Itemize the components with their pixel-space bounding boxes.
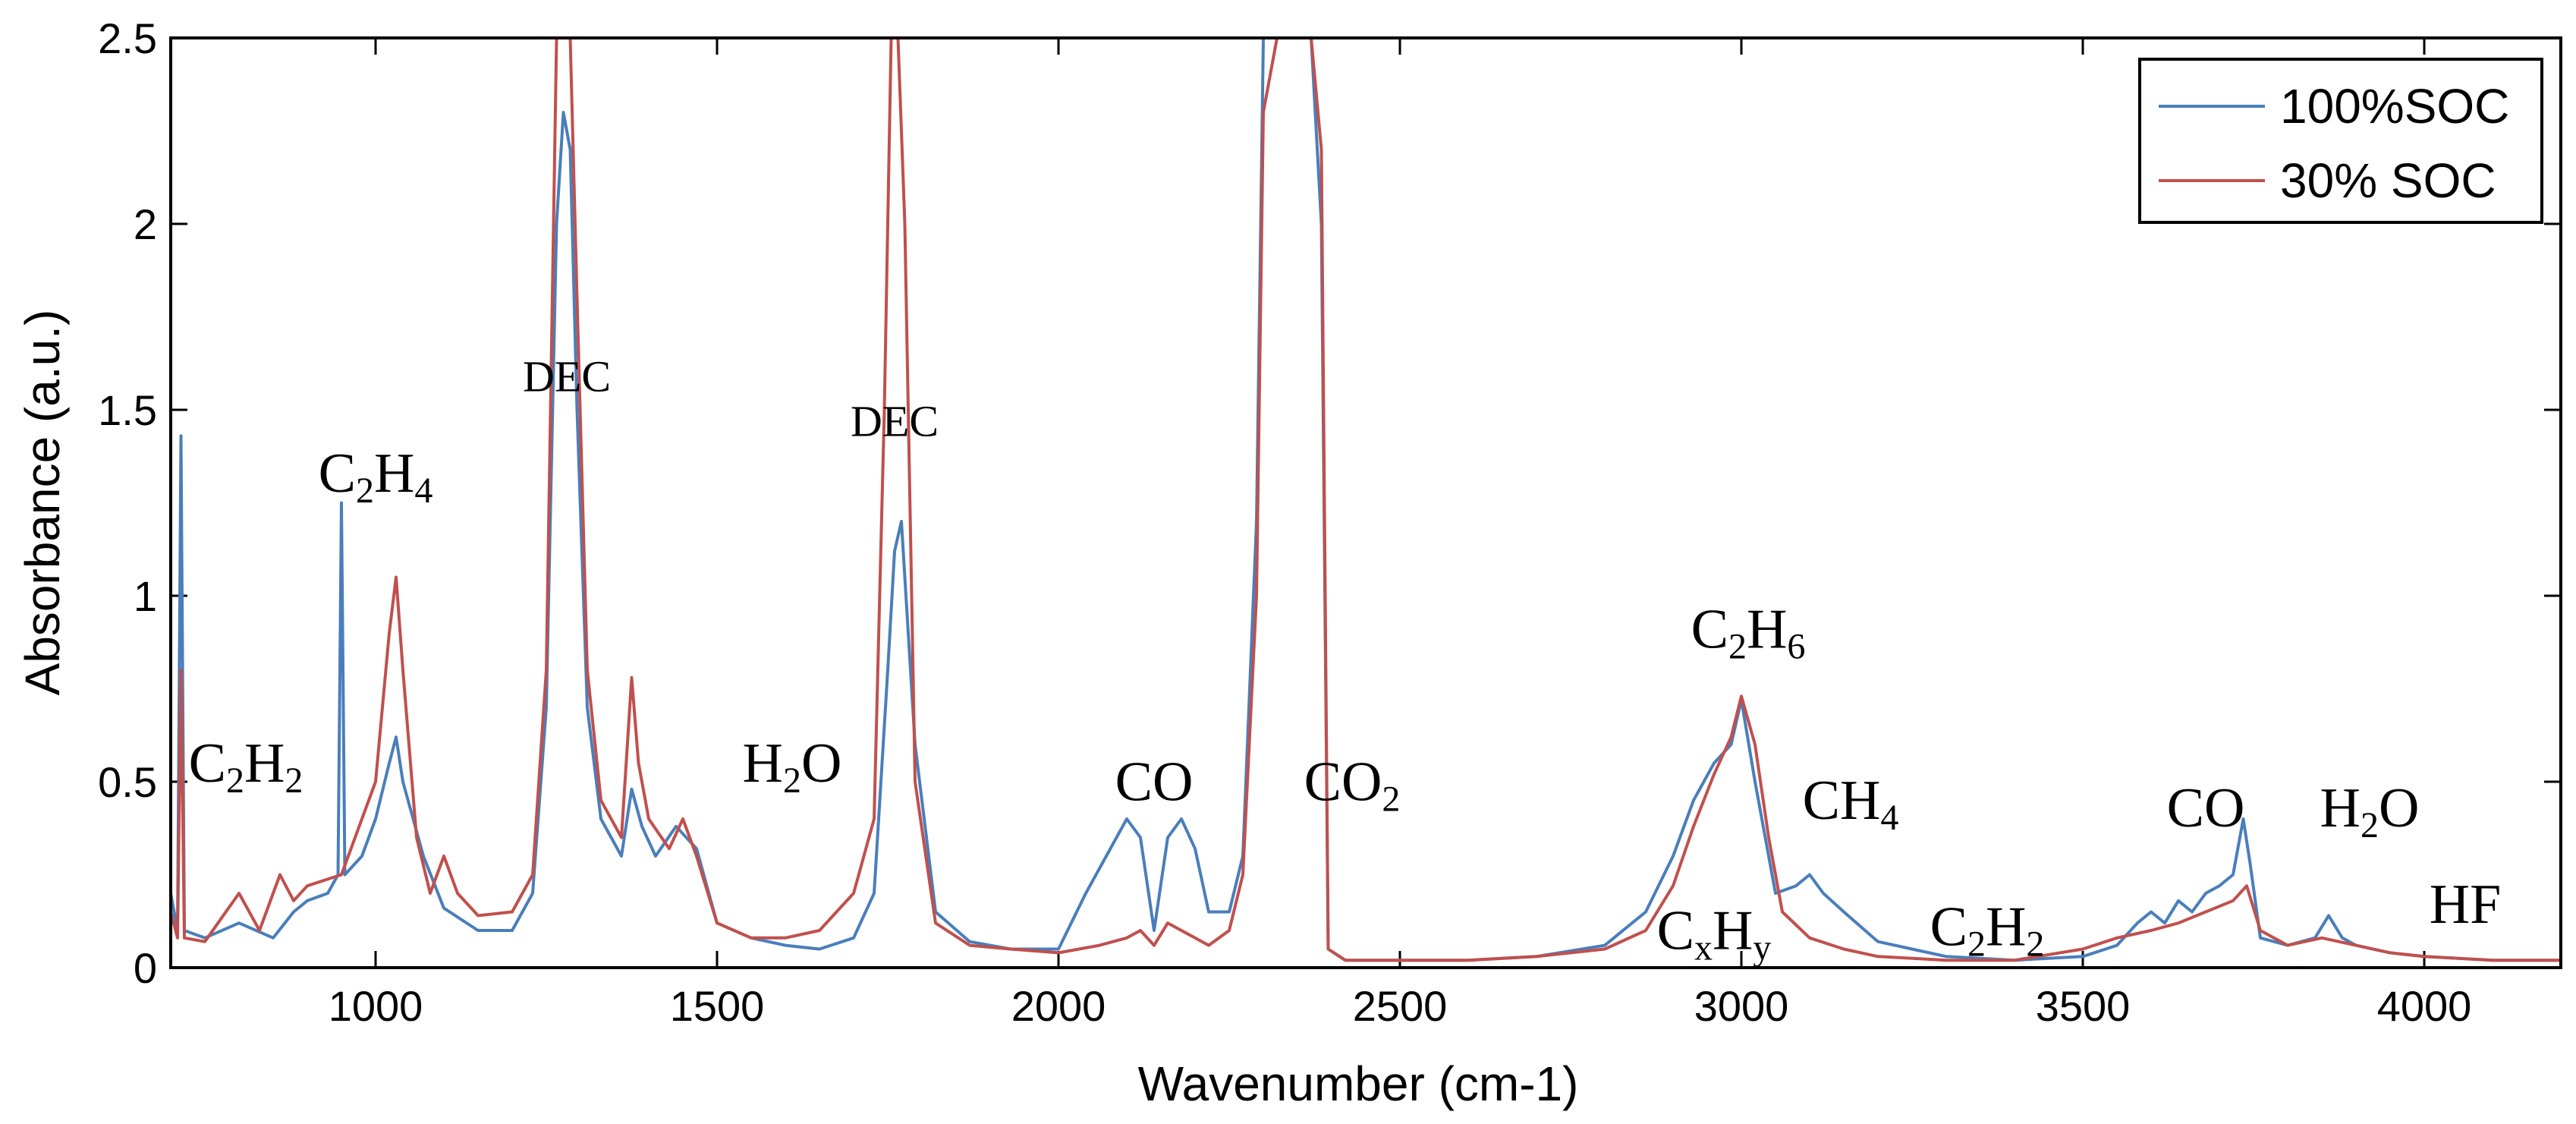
peak-annotation: DEC <box>523 352 611 401</box>
x-axis-title: Wavenumber (cm-1) <box>1138 1056 1579 1111</box>
y-tick-label: 1 <box>134 572 157 620</box>
x-tick-label: 1500 <box>670 982 765 1030</box>
y-tick-label: 2.5 <box>98 14 157 62</box>
y-tick-label: 2 <box>134 200 157 248</box>
peak-annotation: CxHy <box>1657 900 1772 968</box>
peak-annotation: C2H2 <box>1930 896 2045 965</box>
y-gridline-ticks: 0 0.5 1 1.5 2 2.5 <box>98 14 2561 992</box>
peak-annotation: DEC <box>851 396 939 446</box>
legend-box <box>2138 58 2543 224</box>
peak-annotation: C2H2 <box>189 732 304 801</box>
series-100-soc-line <box>171 38 2561 962</box>
annotations: C2H2 C2H4 DEC DEC H2O CO CO2 C2H6 CH4 CxHy C2H2 CO H… <box>189 352 2502 968</box>
x-tick-label: 3000 <box>1694 982 1789 1030</box>
series-30-soc-line <box>171 38 2561 962</box>
legend: 100%SOC 30% SOC <box>2138 58 2543 224</box>
x-tick-label: 2000 <box>1011 982 1106 1030</box>
y-tick-label: 0 <box>134 944 157 992</box>
peak-annotation: CO <box>1115 751 1194 814</box>
peak-annotation: H2O <box>743 732 842 801</box>
peak-annotation: C2H6 <box>1691 599 1806 667</box>
x-tick-label: 4000 <box>2377 982 2472 1030</box>
peak-annotation: HF <box>2430 874 2502 936</box>
y-axis-title: Absorbance (a.u.) <box>15 310 70 696</box>
peak-annotation: CH4 <box>1803 770 1899 838</box>
peak-annotation: CO2 <box>1304 751 1401 820</box>
peak-annotation: CO <box>2167 777 2245 839</box>
plot-frame <box>169 36 2562 969</box>
y-tick-label: 0.5 <box>98 758 157 806</box>
legend-label-30-soc: 30% SOC <box>2280 153 2496 208</box>
y-tick-label: 1.5 <box>98 386 157 434</box>
peak-annotation: C2H4 <box>319 442 433 511</box>
legend-label-100-soc: 100%SOC <box>2280 79 2509 134</box>
x-ticks: 1000 1500 2000 2500 3000 3500 4000 <box>329 38 2472 1030</box>
x-tick-label: 1000 <box>329 982 423 1030</box>
peak-annotation: H2O <box>2320 777 2420 845</box>
plot-area <box>171 38 2561 962</box>
x-tick-label: 3500 <box>2036 982 2131 1030</box>
x-tick-label: 2500 <box>1353 982 1448 1030</box>
